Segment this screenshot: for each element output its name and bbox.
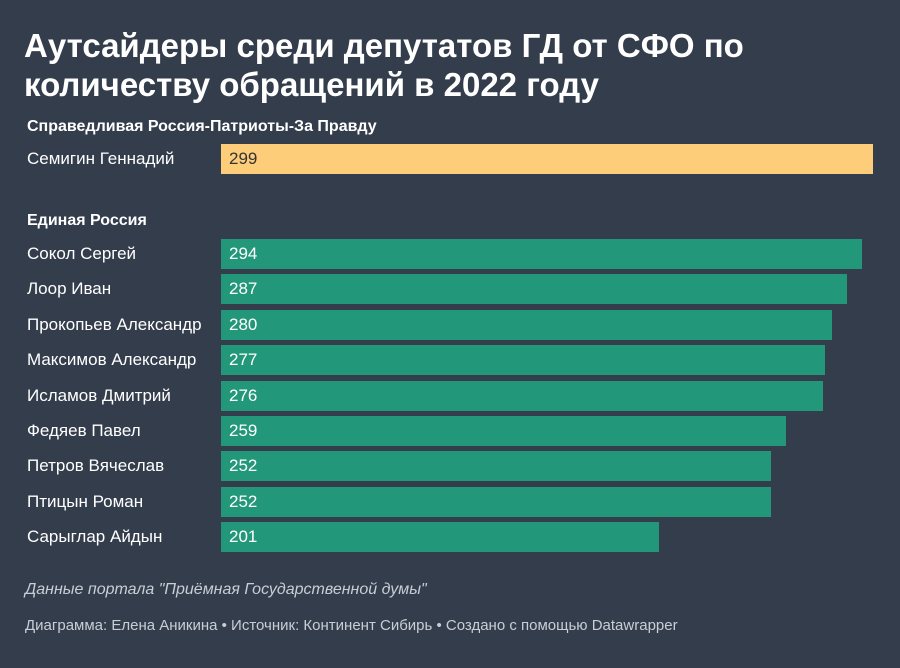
bar-value-label: 252 [229,456,258,476]
bar-category-label: Сокол Сергей [27,244,137,263]
bar-category-label: Прокопьев Александр [27,314,202,334]
bar-category-label: Сарыглар Айдын [27,527,163,547]
chart-note: Данные портала "Приёмная Государственной… [25,581,427,598]
bar-row: Исламов Дмитрий 276 [0,380,900,412]
bar [221,451,771,482]
bar-row: Птицын Роман 252 [0,486,900,518]
bar-category-label: Птицын Роман [27,491,144,511]
bar-value-label: 201 [229,527,258,547]
bar-value-label: 287 [229,279,258,299]
bar-row: Сокол Сергей 294 [0,238,900,270]
bar [221,239,863,269]
bar-value-label: 299 [229,149,258,168]
bar-category-label: Максимов Александр [27,350,197,370]
bar [221,416,786,446]
bar [221,486,771,517]
bar-row: Петров Вячеслав 252 [0,450,900,482]
bar-category-label: Лоор Иван [27,279,112,299]
bar [221,380,823,411]
bar-row: Семигин Геннадий 299 [0,143,900,175]
bar-row: Федяев Павел 259 [0,415,900,447]
bar-category-label: Федяев Павел [27,421,141,440]
bar-value-label: 259 [229,421,258,440]
bar [221,144,873,174]
bar-value-label: 252 [229,491,258,511]
bar-row: Максимов Александр 277 [0,344,900,376]
bar-value-label: 277 [229,350,258,370]
bar-category-label: Исламов Дмитрий [27,385,171,405]
chart-credits: Диаграмма: Елена Аникина • Источник: Кон… [25,617,678,634]
bar-value-label: 294 [229,244,258,263]
bar-value-label: 276 [229,385,258,405]
bar [221,274,847,305]
bar [221,522,660,553]
bar [221,345,826,376]
bar-row: Сарыглар Айдын 201 [0,521,900,553]
bar-category-label: Семигин Геннадий [27,149,175,168]
group-label-1: Единая Россия [27,212,147,229]
bar-row: Лоор Иван 287 [0,273,900,305]
chart-title: Аутсайдеры среди депутатов ГД от СФО по … [24,27,744,103]
bar-value-label: 280 [229,314,258,334]
group-label-0: Справедливая Россия-Патриоты-За Правду [27,118,377,135]
bar-row: Прокопьев Александр 280 [0,309,900,341]
bar [221,309,832,340]
bar-category-label: Петров Вячеслав [27,456,165,476]
